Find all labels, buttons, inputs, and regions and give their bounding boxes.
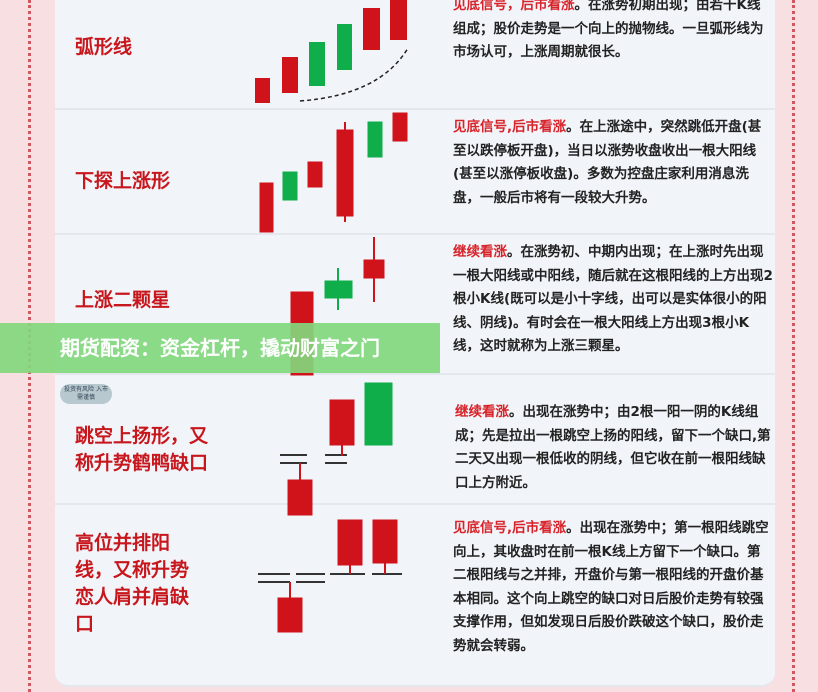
- right-border: [792, 0, 795, 692]
- arc-pattern-candles: [255, 0, 409, 103]
- candle: [329, 399, 355, 446]
- pattern-name: 下探上涨形: [75, 170, 171, 192]
- candle: [337, 519, 363, 566]
- description-text: 。出现在涨势中；由2根一阳一阴的K线组成；先是拉出一根跳空上扬的阳线，留下一个缺…: [455, 404, 771, 491]
- pattern-description: 见底信号，后市看涨。在涨势初期出现；由若干K线组成；股价走势是一个向上的抛物线。…: [453, 0, 773, 65]
- candle: [259, 182, 274, 233]
- candle: [307, 161, 323, 188]
- pattern-row-4: 跳空上扬形，又称升势鹤鸭缺口 继续看涨。出现在涨势中；由2根一阳一阴的K线组成；…: [55, 375, 775, 505]
- signal-label: 继续看涨: [455, 404, 509, 420]
- pattern-description: 见底信号,后市看涨。在上涨途中，突然跳低开盘(甚至以跌停板开盘)，当日以涨势收盘…: [453, 116, 773, 210]
- pattern-description: 继续看涨。在涨势初、中期内出现；在上涨时先出现一根大阳线或中阳线，随后就在这根阳…: [453, 241, 773, 359]
- candle: [255, 78, 270, 103]
- candle: [277, 597, 303, 633]
- pattern-row-5: 高位并排阳线，又称升势恋人肩并肩缺口 见底信号,后市看涨。出现在涨势中；第一根阳…: [55, 505, 775, 687]
- signal-label: 见底信号,后市看涨: [453, 520, 567, 536]
- candle: [363, 259, 385, 279]
- candle: [324, 280, 353, 299]
- pattern-name: 弧形线: [75, 36, 133, 58]
- pattern-row-2: 下探上涨形 见底信号,后市看涨。在上涨途中，突然跳低开盘(甚至以跌停板开盘)，当…: [55, 110, 775, 235]
- pattern-name: 高位并排阳线，又称升势恋人肩并肩缺口: [75, 532, 190, 635]
- candle: [392, 112, 408, 142]
- dip-rise-candles: [259, 112, 408, 233]
- description-text: 。出现在涨势中；第一根阳线跳空向上，其收盘时在前一根K线上方留下一个缺口。第二根…: [453, 520, 769, 654]
- gap-up-candles: [280, 382, 393, 516]
- signal-label: 继续看涨: [453, 244, 507, 260]
- risk-badge: 投资有风险 入市需谨慎: [60, 384, 112, 404]
- candle: [364, 382, 393, 446]
- candle: [372, 519, 398, 564]
- signal-label: 见底信号,后市看涨: [453, 119, 567, 135]
- description-text: 。在涨势初、中期内出现；在上涨时先出现一根大阳线或中阳线，随后就在这根阳线的上方…: [453, 244, 773, 354]
- description-text: 。在上涨途中，突然跳低开盘(甚至以跌停板开盘)，当日以涨势收盘收出一根大阳线(甚…: [453, 119, 762, 206]
- candle: [287, 479, 313, 516]
- pattern-name: 上涨二颗星: [75, 289, 171, 311]
- pattern-name: 跳空上扬形，又称升势鹤鸭缺口: [75, 425, 209, 474]
- candle: [282, 57, 298, 93]
- pattern-description: 见底信号,后市看涨。出现在涨势中；第一根阳线跳空向上，其收盘时在前一根K线上方留…: [453, 517, 773, 658]
- side-by-side-candles: [258, 519, 402, 633]
- description-text: 。在涨势初期出现；由若干K线组成；股价走势是一个向上的抛物线。一旦弧形线为市场认…: [453, 0, 764, 60]
- candle: [367, 121, 383, 158]
- pattern-description: 继续看涨。出现在涨势中；由2根一阳一阴的K线组成；先是拉出一根跳空上扬的阳线，留…: [455, 401, 775, 495]
- candle: [282, 171, 298, 201]
- candle: [363, 8, 380, 50]
- candle: [336, 129, 354, 217]
- arc-curve: [299, 47, 409, 102]
- signal-label: 见底信号，后市看涨: [453, 0, 575, 13]
- candle: [337, 24, 352, 70]
- candle: [309, 42, 325, 86]
- promo-banner[interactable]: 期货配资：资金杠杆，撬动财富之门: [0, 323, 440, 373]
- pattern-row-1: 弧形线 见底信号，后市看涨。在涨势初期出现；由若干K线组成；股价走势是一个向上的…: [55, 0, 775, 110]
- candle: [390, 0, 407, 40]
